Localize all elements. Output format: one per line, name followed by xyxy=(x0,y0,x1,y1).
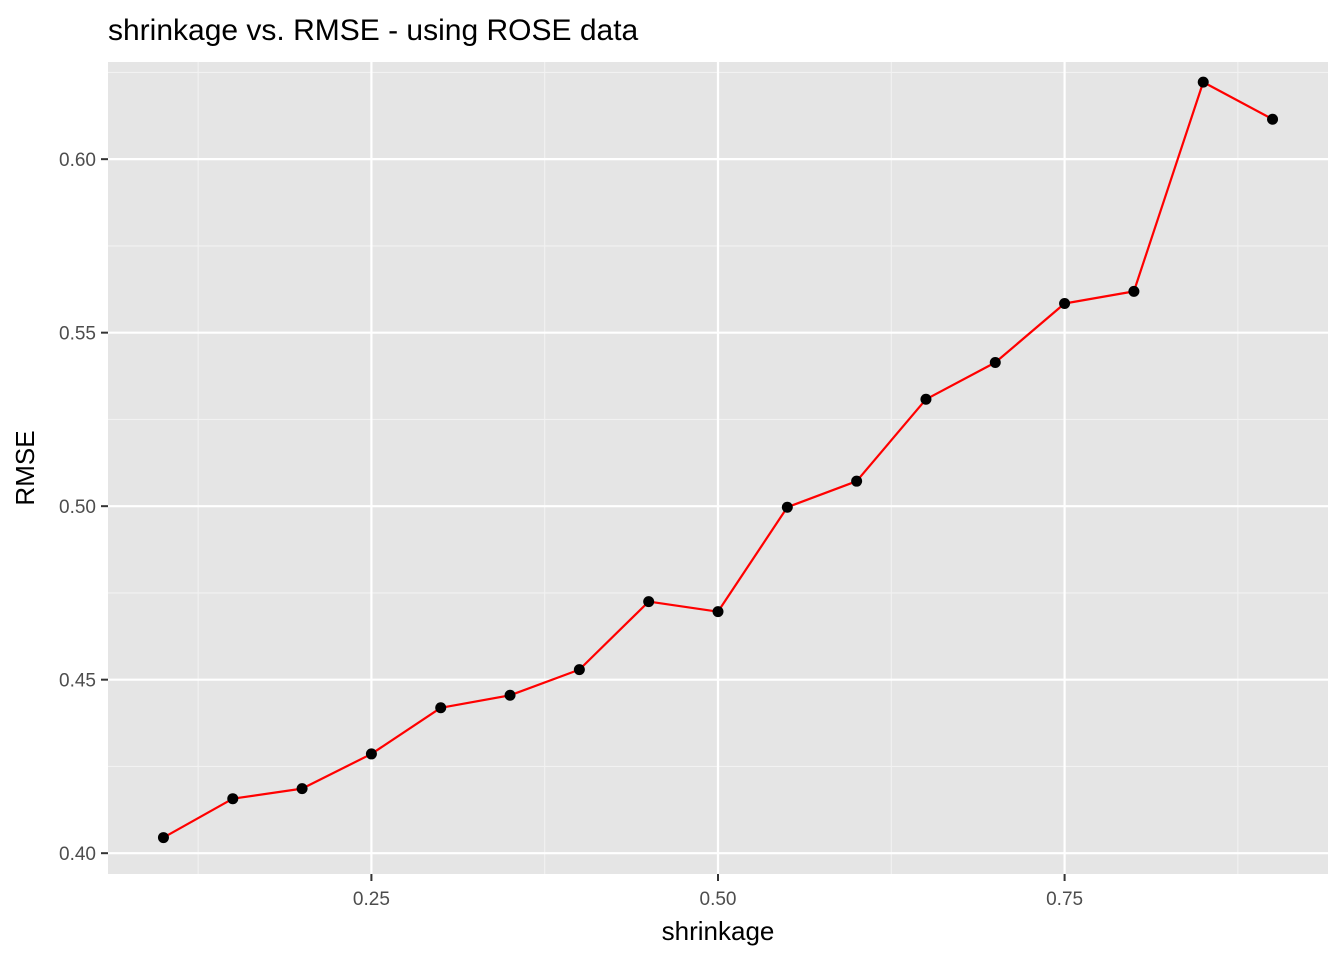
series-line-segment xyxy=(924,361,997,401)
data-point xyxy=(989,357,1001,369)
chart-title: shrinkage vs. RMSE - using ROSE data xyxy=(108,14,639,47)
series-line-segment xyxy=(716,506,789,613)
x-tick-label: 0.75 xyxy=(1046,889,1083,910)
series-line-segment xyxy=(300,752,373,790)
series-layer xyxy=(162,81,1274,839)
data-point xyxy=(1059,298,1071,310)
series-line-segment xyxy=(508,668,581,697)
data-point xyxy=(1197,76,1209,88)
data-point xyxy=(435,702,447,714)
data-point xyxy=(920,393,932,405)
data-point xyxy=(227,793,239,805)
data-point xyxy=(712,606,724,618)
data-point xyxy=(296,783,308,795)
series-line-segment xyxy=(370,706,442,756)
x-axis-title: shrinkage xyxy=(662,916,775,946)
data-point xyxy=(157,832,169,844)
series-line-segment xyxy=(162,797,234,839)
data-point xyxy=(1267,113,1279,125)
series-line-segment xyxy=(647,600,720,613)
series-line-segment xyxy=(1202,81,1274,121)
x-tick-label: 0.50 xyxy=(700,889,737,910)
data-point xyxy=(643,596,655,608)
series-line-segment xyxy=(994,302,1066,364)
series-line-segment xyxy=(786,480,858,509)
data-point xyxy=(1128,285,1140,297)
y-tick-label: 0.40 xyxy=(59,844,96,865)
x-axis: 0.25 0.50 0.75 xyxy=(353,874,1083,910)
major-gridlines xyxy=(108,62,1328,874)
y-tick-label: 0.45 xyxy=(59,671,96,692)
series-line-segment xyxy=(1132,81,1205,293)
series-line-segment xyxy=(855,398,928,483)
data-point xyxy=(781,501,793,513)
data-point xyxy=(573,664,585,676)
y-axis: 0.40 0.45 0.50 0.55 0.60 xyxy=(59,150,108,865)
series-line-segment xyxy=(231,787,304,800)
series-line-segment xyxy=(1063,290,1136,305)
y-axis-title: RMSE xyxy=(10,430,40,505)
data-point xyxy=(365,748,377,760)
y-tick-label: 0.60 xyxy=(59,150,96,171)
data-point xyxy=(504,689,516,701)
series-line-segment xyxy=(439,694,512,709)
series-line-segment xyxy=(578,600,650,671)
points-layer xyxy=(157,76,1279,844)
y-tick-label: 0.50 xyxy=(59,497,96,518)
x-tick-label: 0.25 xyxy=(353,889,390,910)
data-point xyxy=(851,475,863,487)
y-tick-label: 0.55 xyxy=(59,324,96,345)
